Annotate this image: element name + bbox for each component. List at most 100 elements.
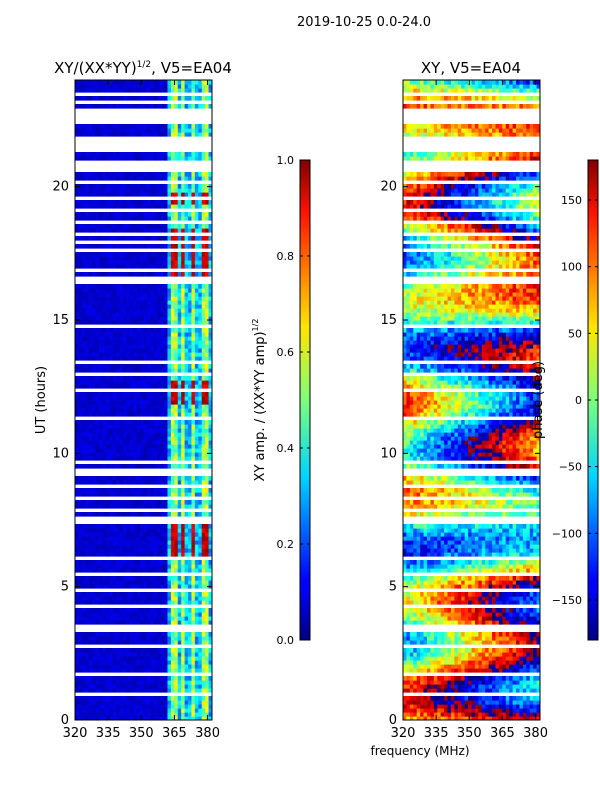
amplitude-cell — [112, 512, 117, 517]
amplitude-cell — [188, 552, 193, 557]
amplitude-cell — [119, 608, 124, 613]
amplitude-cell — [177, 400, 182, 405]
amplitude-cell — [157, 364, 162, 369]
amplitude-cell — [81, 700, 86, 705]
amplitude-cell — [95, 500, 100, 505]
amplitude-cell — [157, 452, 162, 457]
amplitude-cell — [170, 696, 175, 701]
amplitude-cell — [122, 424, 127, 429]
phase-cell — [495, 716, 500, 720]
amplitude-cell — [78, 264, 83, 269]
amplitude-cell — [98, 640, 103, 645]
amplitude-cell — [194, 128, 199, 133]
amplitude-cell — [194, 548, 199, 553]
amplitude-cell — [95, 364, 100, 369]
amplitude-cell — [208, 636, 212, 641]
amplitude-cell — [95, 200, 100, 205]
amplitude-cell — [122, 400, 127, 405]
amplitude-cell — [133, 596, 138, 601]
amplitude-cell — [98, 568, 103, 573]
amplitude-cell — [133, 356, 138, 361]
amplitude-cell — [143, 576, 148, 581]
amplitude-cell — [167, 244, 172, 249]
amplitude-cell — [174, 172, 179, 177]
amplitude-cell — [95, 420, 100, 425]
phase-cell — [413, 684, 418, 689]
amplitude-cell — [194, 612, 199, 617]
amplitude-cell — [81, 340, 86, 345]
amplitude-cell — [129, 188, 134, 193]
amplitude-cell — [198, 676, 203, 681]
amplitude-cell — [112, 668, 117, 673]
amplitude-cell — [150, 552, 155, 557]
amplitude-cell — [98, 400, 103, 405]
amplitude-cell — [102, 424, 107, 429]
amplitude-cell — [201, 344, 206, 349]
amplitude-cell — [129, 708, 134, 713]
amplitude-cell — [150, 716, 155, 720]
amplitude-cell — [119, 704, 124, 709]
amplitude-cell — [150, 424, 155, 429]
amplitude-cell — [140, 260, 145, 265]
amplitude-cell — [188, 420, 193, 425]
amplitude-cell — [119, 252, 124, 257]
amplitude-cell — [102, 188, 107, 193]
amplitude-cell — [143, 204, 148, 209]
phase-cell — [433, 696, 438, 701]
amplitude-cell — [119, 300, 124, 305]
amplitude-cell — [140, 652, 145, 657]
amplitude-cell — [136, 348, 141, 353]
amplitude-cell — [119, 156, 124, 161]
amplitude-cell — [170, 236, 175, 241]
amplitude-cell — [122, 192, 127, 197]
phase-cell — [498, 708, 503, 713]
amplitude-cell — [88, 84, 93, 89]
amplitude-cell — [92, 368, 97, 373]
amplitude-cell — [102, 236, 107, 241]
amplitude-cell — [112, 568, 117, 573]
amplitude-cell — [92, 668, 97, 673]
amplitude-cell — [194, 200, 199, 205]
phase-cell — [492, 712, 497, 717]
amplitude-cell — [122, 524, 127, 529]
amplitude-cell — [119, 380, 124, 385]
amplitude-cell — [181, 540, 186, 545]
amplitude-cell — [133, 312, 138, 317]
amplitude-cell — [129, 564, 134, 569]
amplitude-cell — [109, 216, 114, 221]
amplitude-cell — [153, 192, 158, 197]
phase-cell — [478, 708, 483, 713]
amplitude-cell — [105, 152, 110, 157]
amplitude-cell — [140, 172, 145, 177]
amplitude-cell — [184, 676, 189, 681]
amplitude-cell — [133, 380, 138, 385]
amplitude-cell — [133, 532, 138, 537]
amplitude-cell — [122, 156, 127, 161]
amplitude-cell — [146, 512, 151, 517]
amplitude-cell — [75, 680, 80, 685]
amplitude-cell — [119, 332, 124, 337]
amplitude-cell — [177, 452, 182, 457]
amplitude-cell — [92, 536, 97, 541]
amplitude-cell — [143, 504, 148, 509]
amplitude-cell — [191, 172, 196, 177]
amplitude-cell — [170, 476, 175, 481]
amplitude-cell — [191, 712, 196, 717]
amplitude-cell — [146, 536, 151, 541]
phase-cell — [406, 712, 411, 717]
amplitude-cell — [126, 400, 131, 405]
amplitude-cell — [140, 332, 145, 337]
amplitude-cell — [133, 536, 138, 541]
amplitude-cell — [122, 476, 127, 481]
amplitude-cell — [126, 408, 131, 413]
amplitude-cell — [129, 224, 134, 229]
amplitude-cell — [191, 256, 196, 261]
amplitude-cell — [150, 580, 155, 585]
amplitude-cell — [174, 264, 179, 269]
amplitude-cell — [136, 80, 141, 85]
amplitude-cell — [184, 228, 189, 233]
amplitude-cell — [157, 368, 162, 373]
amplitude-cell — [177, 408, 182, 413]
amplitude-cell — [208, 320, 212, 325]
amplitude-cell — [140, 188, 145, 193]
